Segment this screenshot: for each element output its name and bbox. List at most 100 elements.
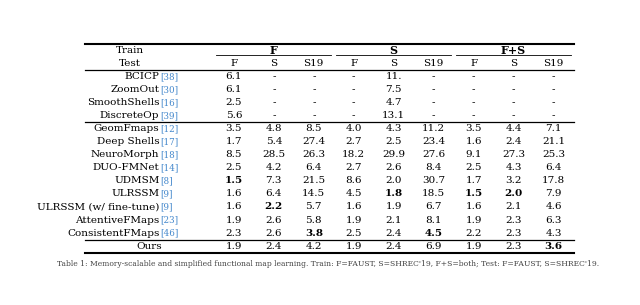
Text: -: -	[512, 72, 515, 81]
Text: 21.1: 21.1	[542, 137, 565, 146]
Text: 30.7: 30.7	[422, 176, 445, 185]
Text: [30]: [30]	[161, 85, 179, 94]
Text: 6.1: 6.1	[226, 72, 242, 81]
Text: Train: Train	[116, 46, 143, 55]
Text: 1.6: 1.6	[346, 203, 362, 211]
Text: 6.4: 6.4	[266, 189, 282, 198]
Text: 3.2: 3.2	[506, 176, 522, 185]
Text: 8.1: 8.1	[426, 216, 442, 224]
Text: [16]: [16]	[161, 98, 179, 107]
Text: 4.4: 4.4	[506, 124, 522, 133]
Text: 1.9: 1.9	[465, 242, 482, 251]
Text: 1.5: 1.5	[225, 176, 243, 185]
Text: Table 1: Memory-scalable and simplified functional map learning. Train: F=FAUST,: Table 1: Memory-scalable and simplified …	[57, 260, 599, 268]
Text: 4.0: 4.0	[346, 124, 362, 133]
Text: 2.7: 2.7	[346, 163, 362, 172]
Text: 2.3: 2.3	[226, 228, 242, 238]
Text: -: -	[432, 85, 435, 94]
Text: 1.9: 1.9	[385, 203, 402, 211]
Text: -: -	[432, 72, 435, 81]
Text: [9]: [9]	[161, 189, 173, 198]
Text: [23]: [23]	[161, 216, 179, 224]
Text: ZoomOut: ZoomOut	[110, 85, 159, 94]
Text: SmoothShells: SmoothShells	[87, 98, 159, 107]
Text: 8.6: 8.6	[346, 176, 362, 185]
Text: 1.6: 1.6	[465, 203, 482, 211]
Text: 27.4: 27.4	[302, 137, 325, 146]
Text: 2.4: 2.4	[385, 242, 402, 251]
Text: BCICP: BCICP	[125, 72, 159, 81]
Text: 29.9: 29.9	[382, 150, 405, 159]
Text: 5.8: 5.8	[305, 216, 322, 224]
Text: 8.4: 8.4	[426, 163, 442, 172]
Text: F: F	[270, 45, 278, 56]
Text: -: -	[552, 111, 556, 120]
Text: GeomFmaps: GeomFmaps	[93, 124, 159, 133]
Text: S: S	[270, 59, 277, 68]
Text: 6.3: 6.3	[545, 216, 562, 224]
Text: [14]: [14]	[161, 163, 179, 172]
Text: 2.7: 2.7	[346, 137, 362, 146]
Text: -: -	[432, 98, 435, 107]
Text: 2.4: 2.4	[506, 137, 522, 146]
Text: -: -	[352, 111, 355, 120]
Text: NeuroMorph: NeuroMorph	[91, 150, 159, 159]
Text: 4.2: 4.2	[266, 163, 282, 172]
Text: 9.1: 9.1	[465, 150, 482, 159]
Text: 3.6: 3.6	[545, 242, 563, 251]
Text: -: -	[352, 98, 355, 107]
Text: S: S	[390, 45, 397, 56]
Text: -: -	[512, 111, 515, 120]
Text: 1.9: 1.9	[346, 216, 362, 224]
Text: 6.4: 6.4	[545, 163, 562, 172]
Text: -: -	[552, 85, 556, 94]
Text: 2.4: 2.4	[385, 228, 402, 238]
Text: 4.8: 4.8	[266, 124, 282, 133]
Text: F: F	[350, 59, 357, 68]
Text: S: S	[510, 59, 517, 68]
Text: DUO-FMNet: DUO-FMNet	[93, 163, 159, 172]
Text: 21.5: 21.5	[302, 176, 325, 185]
Text: 2.1: 2.1	[385, 216, 402, 224]
Text: 2.4: 2.4	[266, 242, 282, 251]
Text: 2.5: 2.5	[465, 163, 482, 172]
Text: [38]: [38]	[161, 72, 179, 81]
Text: 3.5: 3.5	[226, 124, 242, 133]
Text: 26.3: 26.3	[302, 150, 325, 159]
Text: 4.5: 4.5	[425, 228, 443, 238]
Text: 5.6: 5.6	[226, 111, 242, 120]
Text: 4.5: 4.5	[346, 189, 362, 198]
Text: -: -	[312, 111, 316, 120]
Text: 2.6: 2.6	[385, 163, 402, 172]
Text: [8]: [8]	[161, 176, 173, 185]
Text: 14.5: 14.5	[302, 189, 325, 198]
Text: 2.0: 2.0	[504, 189, 523, 198]
Text: -: -	[512, 85, 515, 94]
Text: 4.6: 4.6	[545, 203, 562, 211]
Text: 6.4: 6.4	[305, 163, 322, 172]
Text: -: -	[472, 111, 476, 120]
Text: [17]: [17]	[161, 137, 179, 146]
Text: 11.: 11.	[385, 72, 402, 81]
Text: 2.2: 2.2	[465, 228, 482, 238]
Text: 2.3: 2.3	[506, 228, 522, 238]
Text: ULRSSM: ULRSSM	[111, 189, 159, 198]
Text: -: -	[312, 85, 316, 94]
Text: 1.9: 1.9	[226, 242, 242, 251]
Text: -: -	[272, 85, 276, 94]
Text: 4.7: 4.7	[385, 98, 402, 107]
Text: 23.4: 23.4	[422, 137, 445, 146]
Text: -: -	[352, 72, 355, 81]
Text: -: -	[472, 72, 476, 81]
Text: 6.9: 6.9	[426, 242, 442, 251]
Text: 3.8: 3.8	[305, 228, 323, 238]
Text: 1.6: 1.6	[226, 203, 242, 211]
Text: 18.2: 18.2	[342, 150, 365, 159]
Text: 27.6: 27.6	[422, 150, 445, 159]
Text: -: -	[272, 72, 276, 81]
Text: [39]: [39]	[161, 111, 179, 120]
Text: -: -	[312, 72, 316, 81]
Text: 7.9: 7.9	[545, 189, 562, 198]
Text: [9]: [9]	[161, 203, 173, 211]
Text: -: -	[272, 98, 276, 107]
